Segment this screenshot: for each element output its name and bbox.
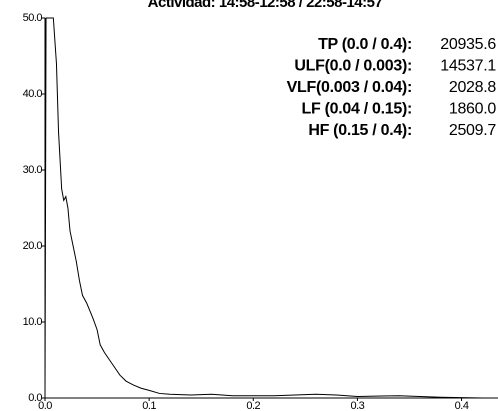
annotation-label: LF (0.04 / 0.15): (302, 101, 413, 118)
line (44, 17, 498, 399)
annotation-value: 20935.6 (440, 36, 496, 53)
y-tick-label: 0.0 (28, 392, 42, 404)
x-tick-label: 0.2 (246, 400, 260, 411)
y-tick-label: 30.0 (23, 164, 43, 176)
y-tick-label: 20.0 (23, 240, 43, 252)
chart-title: Actividad: 14:58-12:58 / 22:58-14:57 (148, 0, 383, 11)
y-tick-label: 40.0 (23, 88, 43, 100)
annotation-label: TP (0.0 / 0.4): (318, 36, 412, 53)
x-tick-label: 0.1 (142, 400, 156, 411)
annotation-label: ULF(0.0 / 0.003): (294, 58, 412, 75)
x-tick-label: 0.4 (455, 400, 469, 411)
y-tick-label: 10.0 (23, 316, 43, 328)
x-tick-label: 0.0 (38, 400, 52, 411)
annotation-label: VLF(0.003 / 0.04): (287, 79, 412, 96)
annotation-value: 14537.1 (440, 58, 496, 75)
annotation-label: HF (0.15 / 0.4): (308, 122, 412, 139)
x-tick-label: 0.3 (351, 400, 365, 411)
y-tick-label: 50.0 (23, 12, 43, 24)
annotation-value: 2509.7 (449, 122, 497, 139)
annotation-value: 1860.0 (449, 101, 497, 118)
annotation-value: 2028.8 (449, 79, 497, 96)
